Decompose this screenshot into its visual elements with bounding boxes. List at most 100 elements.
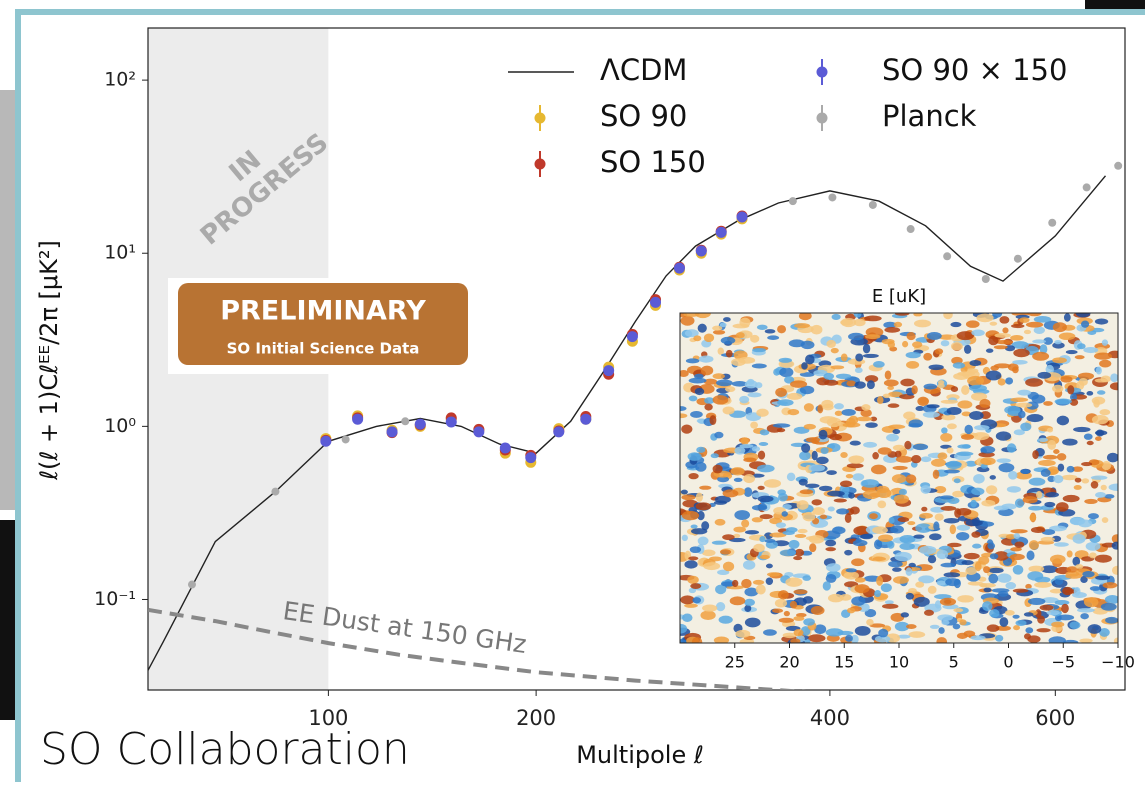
map-blob [937, 380, 945, 385]
map-blob [1026, 414, 1044, 423]
map-blob [864, 315, 882, 322]
map-blob [744, 587, 759, 597]
map-blob [884, 600, 894, 605]
map-blob [860, 408, 872, 418]
map-blob [1075, 564, 1084, 569]
map-blob [814, 624, 827, 635]
map-blob [702, 604, 718, 612]
map-blob [950, 321, 962, 328]
map-blob [952, 362, 966, 369]
x-tick-label: 400 [810, 706, 850, 730]
map-blob [722, 406, 735, 415]
map-blob [953, 478, 961, 484]
legend-label: ΛCDM [600, 53, 687, 87]
map-blob [1012, 564, 1024, 575]
map-blob [848, 415, 859, 425]
map-blob [767, 335, 780, 340]
map-blob [893, 321, 903, 328]
map-blob [1061, 603, 1069, 614]
map-blob [819, 416, 838, 424]
map-blob [883, 321, 897, 329]
map-blob [1073, 485, 1082, 490]
map-blob [1038, 437, 1049, 443]
map-blob [718, 615, 733, 624]
map-blob [720, 336, 736, 345]
map-blob [854, 367, 863, 374]
map-blob [801, 443, 811, 453]
map-blob [1035, 490, 1043, 499]
map-blob [831, 313, 841, 321]
map-blob [999, 316, 1010, 324]
inset: E [uK] 25 20 15 10 5 0 −5 −10 [679, 286, 1135, 672]
map-blob [723, 317, 731, 322]
map-blob [1096, 390, 1106, 395]
map-blob [897, 634, 911, 639]
map-blob [1060, 375, 1073, 383]
map-blob [897, 517, 910, 523]
map-blob [956, 531, 970, 541]
map-blob [793, 589, 808, 595]
map-blob [1094, 352, 1113, 360]
map-blob [965, 567, 977, 575]
map-blob [763, 479, 782, 488]
map-blob [825, 547, 837, 552]
map-blob [744, 617, 761, 628]
map-blob [993, 345, 1008, 350]
map-blob [929, 624, 940, 629]
map-blob [971, 487, 985, 496]
map-blob [1045, 492, 1059, 498]
map-blob [995, 431, 1012, 441]
map-blob [742, 560, 756, 570]
map-blob [1037, 615, 1045, 624]
map-blob [1011, 341, 1029, 349]
map-blob [908, 587, 917, 594]
map-blob [1100, 484, 1107, 491]
map-blob [978, 555, 990, 565]
map-blob [870, 416, 878, 422]
map-blob [759, 429, 770, 436]
map-blob [974, 561, 982, 572]
map-blob [717, 347, 724, 355]
map-blob [989, 609, 1000, 618]
map-blob [733, 526, 746, 533]
map-blob [883, 379, 899, 387]
map-blob [917, 396, 929, 406]
map-blob [811, 450, 818, 461]
data-point [695, 245, 707, 257]
map-blob [810, 324, 823, 335]
map-blob [970, 499, 977, 508]
map-blob [680, 639, 688, 643]
map-blob [849, 506, 860, 515]
map-blob [680, 406, 687, 411]
map-blob [1052, 322, 1067, 333]
legend-label: SO 90 × 150 [882, 53, 1067, 87]
inset-tick-label: 0 [1003, 653, 1013, 672]
map-blob [854, 577, 866, 583]
map-blob [732, 579, 739, 587]
map-blob [972, 432, 990, 441]
map-blob [812, 507, 825, 515]
inset-title: E [uK] [872, 286, 926, 307]
map-blob [961, 411, 972, 417]
map-blob [1020, 469, 1030, 474]
map-blob [1029, 513, 1037, 522]
map-blob [782, 504, 792, 510]
map-blob [818, 429, 828, 440]
map-blob [965, 320, 980, 328]
map-blob [976, 313, 994, 323]
map-blob [1044, 501, 1056, 508]
map-blob [989, 553, 999, 560]
map-blob [1090, 480, 1099, 489]
map-blob [756, 464, 775, 473]
map-blob [685, 358, 700, 364]
map-blob [884, 327, 901, 333]
map-blob [1010, 323, 1025, 329]
map-blob [804, 638, 811, 643]
map-blob [864, 375, 879, 383]
map-blob [961, 385, 970, 395]
map-blob [731, 381, 748, 387]
map-blob [1073, 587, 1081, 596]
map-blob [1027, 597, 1046, 606]
map-blob [687, 452, 702, 461]
map-blob [957, 595, 974, 603]
